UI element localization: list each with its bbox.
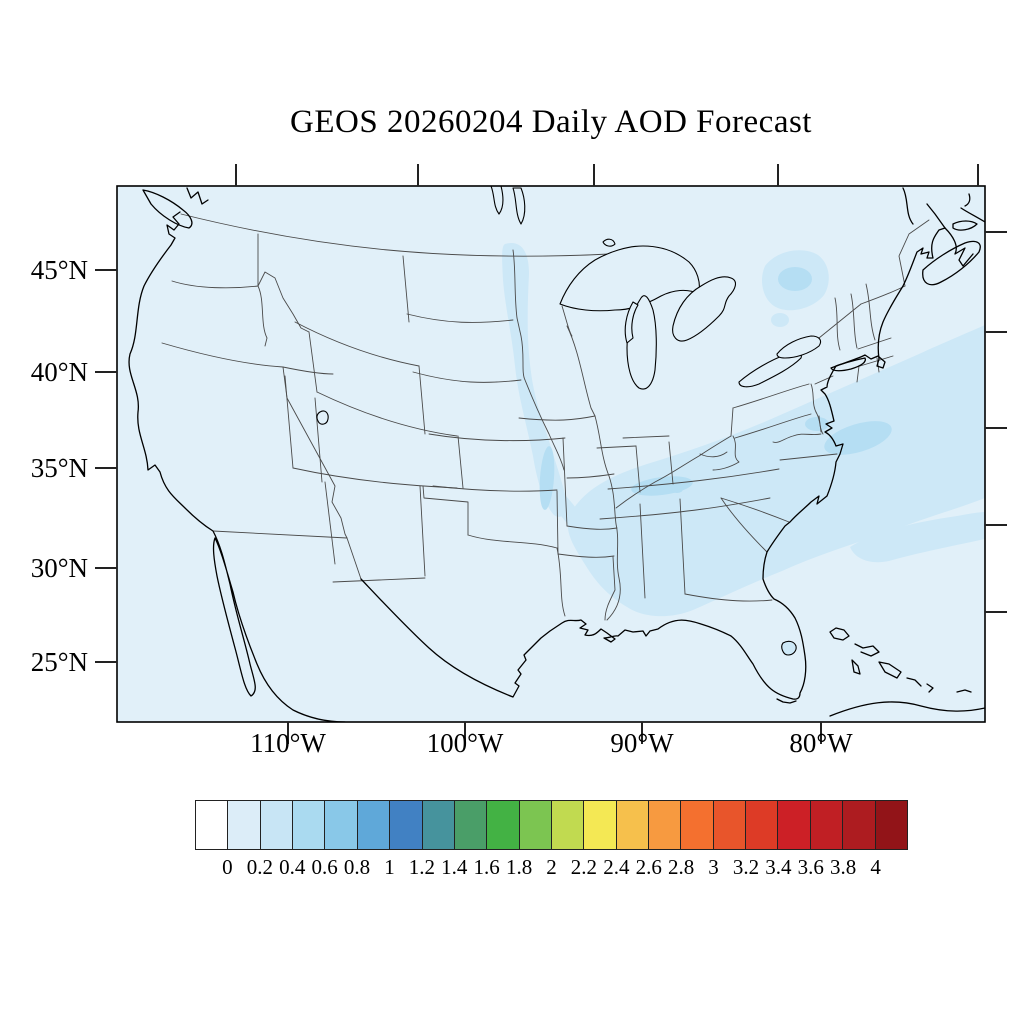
colorbar-tick-label: 3.2 <box>732 855 760 879</box>
lon-tick-label: 110°W <box>250 728 326 758</box>
colorbar-tick-label: 2.6 <box>635 855 662 879</box>
colorbar-labels: 0 0.2 0.4 0.6 0.8 1 1.2 1.4 1.6 1.8 2 2.2 2.4 2.6 2.8 3… <box>195 855 908 881</box>
map-svg <box>95 164 1007 744</box>
state-borders-layer <box>161 213 930 621</box>
colorbar-tick-label: 1.6 <box>473 855 500 879</box>
lakes-layer <box>316 186 822 425</box>
colorbar-cell <box>292 801 325 849</box>
colorbar-tick-label: 1.8 <box>505 855 533 879</box>
lon-tick-label: 80°W <box>789 728 853 758</box>
great-salt-lake <box>316 410 329 425</box>
left-ticks <box>95 269 117 663</box>
colorbar-cell <box>356 801 390 849</box>
right-ticks <box>985 231 1007 613</box>
aod-core-adirondacks <box>778 267 812 291</box>
colorbar-cell <box>842 801 875 849</box>
top-ticks <box>235 164 979 186</box>
aod-region-southeast-swath <box>567 325 985 617</box>
aod-region-adirondacks-south-spot <box>771 313 789 327</box>
colorbar-cell <box>745 801 778 849</box>
colorbar-tick-label: 0.2 <box>246 855 273 879</box>
colorbar-tick-label: 1.2 <box>408 855 435 879</box>
colorbar-tick-label: 0.6 <box>311 855 338 879</box>
colorbar-cell <box>518 801 551 849</box>
lake-winnipeg <box>490 186 504 215</box>
colorbar-tick-label: 3.6 <box>797 855 824 879</box>
lat-tick-label: 30°N <box>30 553 88 583</box>
lon-tick-label: 100°W <box>426 728 504 758</box>
colorbar-tick-label: 0 <box>222 855 233 879</box>
colorbar-tick-label: 0.8 <box>343 855 371 879</box>
colorbar-tick-label: 3 <box>708 855 719 879</box>
colorbar-tick-label: 3.8 <box>830 855 857 879</box>
colorbar-tick-label: 2.4 <box>603 855 630 879</box>
colorbar-cell <box>453 801 487 849</box>
aod-shading-layer <box>502 243 985 617</box>
colorbar-tick-label: 1 <box>384 855 395 879</box>
lat-tick-label: 40°N <box>30 357 88 387</box>
axis-ticks-layer <box>95 164 1007 744</box>
lat-tick-label: 35°N <box>30 453 88 483</box>
colorbar-tick-label: 0.4 <box>279 855 306 879</box>
lake-superior <box>559 245 701 312</box>
colorbar-cell <box>550 801 584 849</box>
green-bay <box>624 301 639 344</box>
colorbar-tick-label: 2.2 <box>570 855 598 879</box>
lat-tick-label: 25°N <box>30 647 88 677</box>
lake-manitoba <box>512 187 526 225</box>
aod-core-virginia-tidewater <box>805 417 829 431</box>
map-frame <box>116 185 986 723</box>
aod-region-offshore-streak <box>850 512 985 563</box>
bottom-ticks <box>287 722 822 744</box>
aod-core-missouri-band <box>539 446 555 510</box>
colorbar-cell <box>809 801 843 849</box>
colorbar-tick-label: 2 <box>546 855 557 879</box>
colorbar-cell <box>389 801 422 849</box>
lake-ontario <box>776 335 822 359</box>
colorbar-tick-label: 2.8 <box>668 855 695 879</box>
lake-of-the-woods <box>602 238 616 247</box>
colorbar-cell <box>324 801 357 849</box>
colorbar-cell <box>777 801 810 849</box>
colorbar-cell <box>421 801 454 849</box>
colorbar-tick-label: 3.4 <box>765 855 792 879</box>
lake-huron <box>672 276 737 342</box>
colorbar-cell <box>486 801 519 849</box>
aod-core-georgia-spot <box>671 485 683 493</box>
colorbar <box>195 800 908 850</box>
colorbar-cell <box>648 801 681 849</box>
colorbar-tick-label: 1.4 <box>441 855 468 879</box>
coastline-layer <box>128 187 985 722</box>
colorbar-cell <box>259 801 293 849</box>
lake-erie <box>738 351 802 388</box>
colorbar-cell <box>196 801 228 849</box>
colorbar-cell <box>227 801 260 849</box>
colorbar-cell <box>712 801 746 849</box>
colorbar-cell <box>680 801 713 849</box>
map-plot <box>95 164 1007 744</box>
colorbar-cell <box>615 801 649 849</box>
aod-core-nc-coast <box>824 421 892 455</box>
lat-tick-label: 45°N <box>30 255 88 285</box>
figure-title: GEOS 20260204 Daily AOD Forecast <box>290 104 812 140</box>
colorbar-tick-label: 4 <box>870 855 881 879</box>
lon-tick-label: 90°W <box>610 728 674 758</box>
colorbar-cell <box>583 801 616 849</box>
colorbar-cell <box>874 801 907 849</box>
